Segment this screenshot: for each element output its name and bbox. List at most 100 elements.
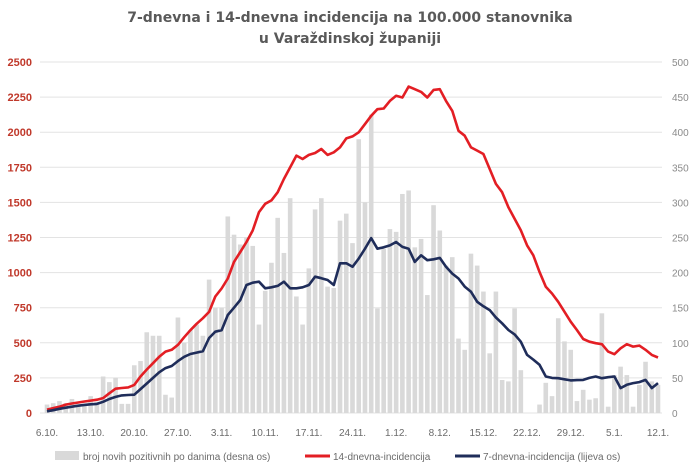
bar [244, 237, 249, 413]
bar [300, 324, 305, 413]
bar [636, 384, 642, 413]
bar [188, 330, 193, 413]
bar [100, 376, 106, 413]
bar [169, 397, 174, 413]
bar [549, 396, 555, 413]
bar [393, 231, 399, 413]
left-tick-label: 0 [26, 408, 32, 420]
x-tick-label: 6.10. [36, 428, 58, 439]
bar [587, 399, 592, 413]
bar [518, 370, 524, 413]
bar [213, 307, 218, 413]
x-tick-label: 13.10. [77, 428, 105, 439]
bar [375, 308, 380, 413]
bar [425, 295, 430, 413]
bar [537, 404, 542, 413]
bar [356, 139, 362, 413]
bar [431, 205, 436, 413]
bar [119, 403, 125, 413]
bar [131, 365, 137, 413]
bar [462, 349, 468, 413]
x-tick-label: 5.1. [606, 428, 623, 439]
bar [456, 338, 461, 413]
bar [406, 190, 411, 413]
bar [325, 286, 330, 413]
legend-label: 14-dnevna-incidencija [333, 452, 431, 463]
left-tick-label: 1750 [8, 162, 32, 174]
legend: broj novih pozitivnih po danima (desna o… [55, 451, 620, 463]
bar [618, 366, 623, 413]
bar [655, 384, 661, 413]
bar [256, 324, 262, 413]
bar [512, 308, 517, 413]
bar [368, 114, 374, 414]
line-7-day-incidence [46, 236, 659, 413]
bar [506, 381, 511, 413]
bar [269, 262, 274, 413]
bar [82, 404, 87, 413]
bar [237, 244, 243, 413]
bar [343, 213, 349, 413]
line-14-day-incidence [46, 85, 659, 411]
bar [156, 335, 162, 413]
left-tick-label: 1250 [8, 233, 32, 245]
left-tick-label: 750 [14, 303, 32, 315]
bar [350, 243, 355, 413]
bar [418, 238, 424, 413]
x-tick-label: 15.12. [470, 428, 498, 439]
left-tick-label: 1500 [8, 197, 32, 209]
bar [107, 382, 112, 413]
bar [275, 217, 280, 413]
bar [144, 332, 150, 413]
bar [175, 317, 181, 413]
bar [599, 313, 605, 413]
x-tick-label: 8.12. [429, 428, 451, 439]
right-tick-label: 250 [672, 234, 689, 245]
bar [194, 324, 199, 413]
bar [181, 342, 187, 413]
left-tick-label: 1000 [8, 268, 32, 280]
x-tick-label: 10.11. [252, 428, 279, 439]
bar [294, 296, 299, 413]
bar [281, 252, 287, 413]
bar [630, 406, 636, 413]
bar [287, 198, 293, 413]
x-tick-label: 27.10. [164, 428, 192, 439]
bar [555, 318, 561, 413]
bar [574, 401, 580, 413]
x-tick-label: 29.12. [557, 428, 585, 439]
chart-title-line-1: 7-dnevna i 14-dnevna incidencija na 100.… [127, 10, 573, 26]
left-tick-label: 250 [14, 373, 32, 385]
bar [612, 375, 617, 413]
left-tick-label: 500 [14, 338, 32, 350]
bar [113, 377, 118, 413]
bar [624, 375, 630, 413]
bar [437, 230, 443, 413]
chart-title-line-2: u Varaždinskoj županiji [259, 31, 441, 47]
right-tick-label: 100 [672, 339, 689, 350]
bar [125, 403, 131, 413]
bar [138, 361, 143, 413]
bar [643, 361, 648, 413]
bar [412, 247, 418, 413]
bar [306, 268, 312, 413]
bar [219, 307, 224, 413]
bar [487, 353, 492, 413]
bar [75, 404, 81, 413]
bar [200, 335, 206, 413]
right-tick-label: 450 [672, 93, 689, 104]
left-tick-label: 2500 [8, 57, 32, 69]
bar [381, 248, 386, 413]
bar [231, 234, 237, 413]
bar [312, 209, 318, 413]
x-tick-label: 24.11. [339, 428, 366, 439]
bar [449, 257, 455, 413]
right-tick-label: 500 [672, 58, 689, 69]
x-tick-label: 17.11. [295, 428, 322, 439]
x-tick-label: 12.1. [647, 428, 669, 439]
bar [387, 229, 393, 413]
right-tick-label: 400 [672, 128, 689, 139]
bar [94, 401, 100, 413]
right-tick-label: 50 [672, 374, 684, 385]
